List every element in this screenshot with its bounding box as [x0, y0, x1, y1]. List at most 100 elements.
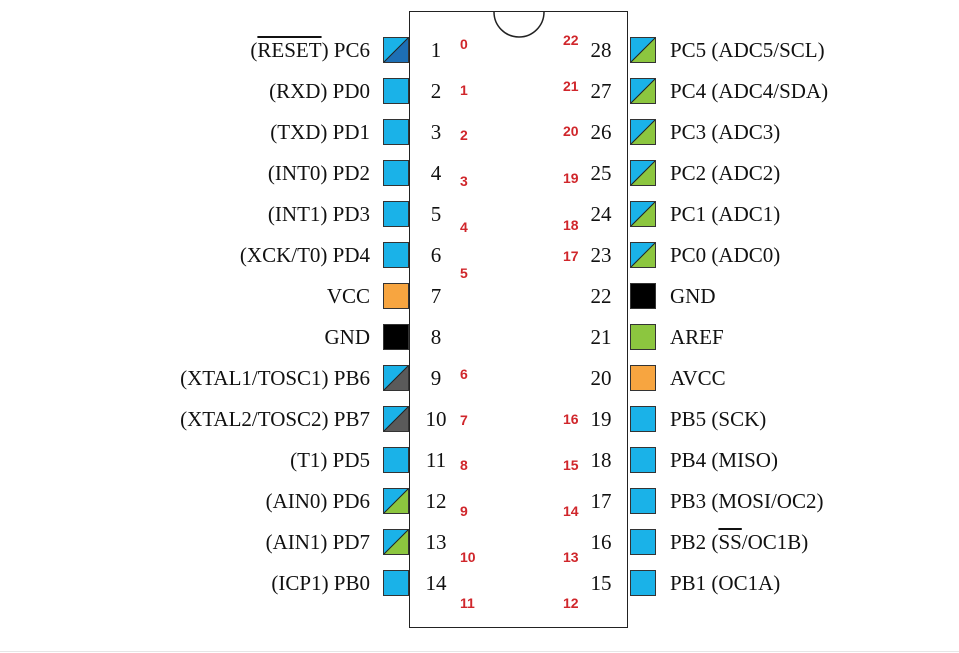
pin-label: (AIN0) PD6 [266, 488, 370, 514]
pin-label: (XTAL2/TOSC2) PB7 [180, 406, 370, 432]
pin-number: 28 [590, 38, 612, 62]
arduino-index-left: 11 [460, 595, 475, 611]
pin-label-text: (AIN0) PD6 [265, 489, 370, 513]
pin-number: 11 [425, 448, 447, 472]
pin-label-text: (XCK/T0) PD4 [239, 243, 370, 267]
arduino-index-left: 3 [460, 173, 468, 189]
pin-number: 15 [590, 571, 612, 595]
pin-label-text: GND [670, 284, 716, 308]
pin-box-left [383, 160, 409, 186]
pin-label-text: ) PC6 [321, 38, 370, 62]
pin-number: 17 [590, 489, 612, 513]
arduino-index-right: 16 [563, 411, 579, 427]
pin-label: PC0 (ADC0) [670, 242, 780, 268]
pin-label-text: (INT0) PD2 [267, 161, 370, 185]
pin-label-inverted: RESET [257, 38, 322, 62]
pin-number: 23 [590, 243, 612, 267]
pin-label: PC5 (ADC5/SCL) [670, 37, 825, 63]
pin-box-right [630, 488, 656, 514]
pin-label-text: AVCC [670, 366, 726, 390]
arduino-index-left: 6 [460, 366, 468, 382]
pin-box-right [630, 324, 656, 350]
pin-label: AVCC [670, 365, 726, 391]
arduino-index-right: 19 [563, 170, 579, 186]
pin-number: 27 [590, 79, 612, 103]
pin-label: (RESET) PC6 [250, 37, 370, 63]
ic-package-body [409, 11, 628, 628]
pin-label-text: PC0 (ADC0) [670, 243, 781, 267]
pin-label-text: PB5 (SCK) [670, 407, 767, 431]
arduino-index-left: 0 [460, 36, 468, 52]
pin-box-left [383, 324, 409, 350]
pin-label: VCC [327, 283, 370, 309]
pin-number: 5 [430, 202, 442, 226]
pin-box-right [630, 447, 656, 473]
pin-box-right [630, 242, 656, 268]
pin-label-text: /OC1B) [741, 530, 809, 554]
pin-box-left [383, 570, 409, 596]
pin-box-left [383, 406, 409, 432]
pin-label-text: PC2 (ADC2) [670, 161, 781, 185]
arduino-index-right: 21 [563, 78, 579, 94]
pin-label-text: PB1 (OC1A) [670, 571, 781, 595]
pin-number: 7 [430, 284, 442, 308]
pin-label-text: (TXD) PD1 [270, 120, 370, 144]
pin-label: PB5 (SCK) [670, 406, 766, 432]
pin-label-text: AREF [670, 325, 724, 349]
pin-label: (TXD) PD1 [270, 119, 370, 145]
pin-label-text: VCC [326, 284, 370, 308]
pin-box-left [383, 37, 409, 63]
pin-label: PB2 (SS/OC1B) [670, 529, 808, 555]
pin-box-left [383, 447, 409, 473]
pin-box-right [630, 119, 656, 145]
pin-box-right [630, 570, 656, 596]
pin-box-left [383, 201, 409, 227]
pin-number: 24 [590, 202, 612, 226]
arduino-index-left: 8 [460, 457, 468, 473]
pin-number: 10 [425, 407, 447, 431]
pin-label-text: PC3 (ADC3) [670, 120, 781, 144]
pin-number: 26 [590, 120, 612, 144]
arduino-index-left: 1 [460, 82, 468, 98]
arduino-index-right: 15 [563, 457, 579, 473]
pin-label-text: PC1 (ADC1) [670, 202, 781, 226]
pin-box-right [630, 365, 656, 391]
arduino-index-right: 22 [563, 32, 579, 48]
arduino-index-right: 12 [563, 595, 579, 611]
pin-box-left [383, 488, 409, 514]
pin-label-text: GND [324, 325, 371, 349]
pin-number: 8 [430, 325, 442, 349]
pin-label-text: PB4 (MISO) [670, 448, 778, 472]
pin-label: (AIN1) PD7 [266, 529, 370, 555]
arduino-index-right: 20 [563, 123, 579, 139]
pin-label: PC4 (ADC4/SDA) [670, 78, 828, 104]
pin-box-right [630, 37, 656, 63]
cropped-caption [126, 0, 166, 4]
pin-box-right [630, 201, 656, 227]
pin-label-text: (RXD) PD0 [269, 79, 370, 103]
pin-box-left [383, 78, 409, 104]
pin-label: (INT0) PD2 [268, 160, 370, 186]
pin-label: PC2 (ADC2) [670, 160, 780, 186]
pin-box-left [383, 365, 409, 391]
pin-label: PB3 (MOSI/OC2) [670, 488, 823, 514]
pin-label: GND [670, 283, 716, 309]
pin-label-text: PC4 (ADC4/SDA) [670, 79, 829, 103]
pin-label-text: (ICP1) PB0 [271, 571, 370, 595]
pin-label-text: PB3 (MOSI/OC2) [670, 489, 824, 513]
pin-number: 3 [430, 120, 442, 144]
pin-label-inverted: SS [718, 530, 742, 554]
pin-number: 22 [590, 284, 612, 308]
pin-box-left [383, 283, 409, 309]
pin-box-left [383, 529, 409, 555]
pin-box-right [630, 283, 656, 309]
pin-label: (XTAL1/TOSC1) PB6 [180, 365, 370, 391]
pin-number: 1 [430, 38, 442, 62]
pin-label-text: PC5 (ADC5/SCL) [670, 38, 825, 62]
pin-box-right [630, 529, 656, 555]
pin-label: PB4 (MISO) [670, 447, 778, 473]
pin-label-text: (XTAL1/TOSC1) PB6 [180, 366, 370, 390]
arduino-index-right: 13 [563, 549, 579, 565]
arduino-index-left: 4 [460, 219, 468, 235]
pin-label: (ICP1) PB0 [271, 570, 370, 596]
